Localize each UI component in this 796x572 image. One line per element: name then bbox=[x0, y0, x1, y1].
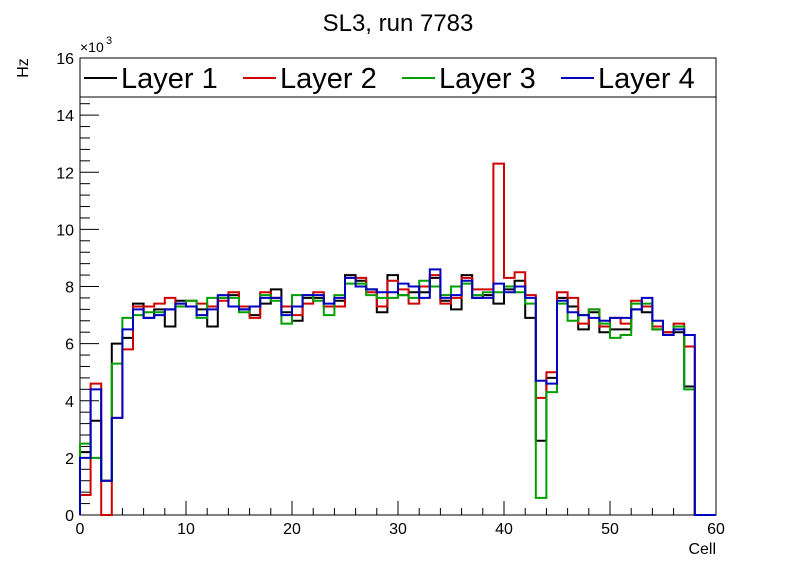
x-tick-label: 10 bbox=[177, 521, 195, 538]
y-tick-label: 8 bbox=[65, 280, 74, 297]
x-tick-label: 20 bbox=[283, 521, 301, 538]
x-tick-label: 0 bbox=[76, 521, 85, 538]
x-tick-label: 50 bbox=[601, 521, 619, 538]
y-tick-label: 2 bbox=[65, 451, 74, 468]
y-tick-label: 14 bbox=[56, 108, 74, 125]
x-tick-labels: 0 10 20 30 40 50 60 bbox=[76, 521, 725, 538]
y-axis-title: Hz bbox=[15, 58, 32, 78]
legend-label-layer-2: Layer 2 bbox=[280, 63, 377, 95]
x-tick-label: 60 bbox=[707, 521, 725, 538]
series-line-layer-3 bbox=[79, 279, 716, 516]
x-tick-label: 30 bbox=[389, 521, 407, 538]
y-tick-label: 10 bbox=[56, 222, 74, 239]
y-multiplier: ×10 3 bbox=[80, 35, 112, 55]
legend-label-layer-1: Layer 1 bbox=[121, 63, 218, 95]
histogram-series bbox=[79, 162, 716, 516]
y-tick-label: 12 bbox=[56, 165, 74, 182]
y-tick-label: 0 bbox=[65, 508, 74, 525]
legend-box bbox=[79, 57, 717, 98]
series-line-layer-4 bbox=[79, 268, 716, 516]
x-axis-title: Cell bbox=[688, 541, 716, 558]
legend-label-layer-4: Layer 4 bbox=[598, 63, 695, 95]
y-tick-labels: 0 2 4 6 8 10 12 14 16 bbox=[56, 51, 74, 525]
y-tick-label: 4 bbox=[65, 394, 74, 411]
legend-entries: Layer 1 Layer 2 Layer 3 Layer 4 bbox=[84, 63, 695, 95]
chart-title: SL3, run 7783 bbox=[323, 10, 474, 37]
y-tick-label: 16 bbox=[56, 51, 74, 68]
legend-label-layer-3: Layer 3 bbox=[439, 63, 536, 95]
x-tick-label: 40 bbox=[495, 521, 513, 538]
legend: Layer 1 Layer 2 Layer 3 Layer 4 bbox=[79, 57, 717, 98]
y-tick-label: 6 bbox=[65, 337, 74, 354]
y-multiplier-exponent: 3 bbox=[106, 35, 112, 47]
y-multiplier-base: ×10 bbox=[80, 39, 104, 55]
